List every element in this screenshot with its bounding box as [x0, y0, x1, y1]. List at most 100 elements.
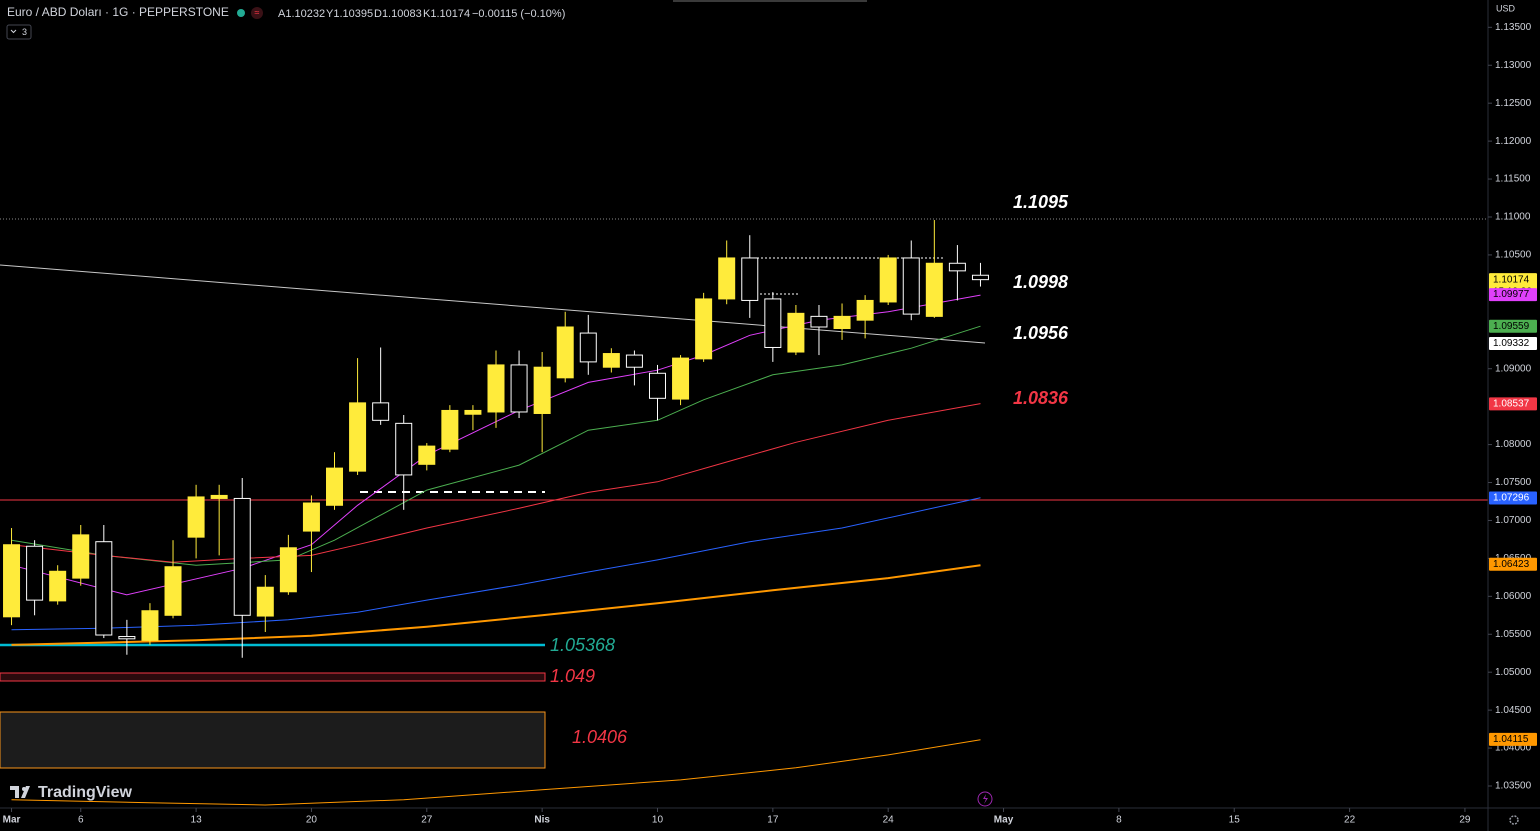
candle-body	[741, 257, 759, 301]
symbol-title: Euro / ABD Doları · 1G · PEPPERSTONE	[7, 5, 229, 19]
lightning-icon	[983, 794, 988, 804]
price-badge-label: 1.04115	[1493, 734, 1529, 745]
annotation: 1.0836	[1013, 388, 1069, 408]
candle-body	[164, 566, 182, 616]
candle-body	[879, 257, 897, 303]
status-icon: ≈	[255, 7, 260, 17]
logo-text: TradingView	[38, 784, 133, 801]
logo-mark	[22, 787, 26, 791]
candle-body	[510, 364, 528, 413]
ma-line	[11, 564, 981, 646]
x-tick-label: 29	[1459, 815, 1471, 826]
candle-body	[833, 315, 851, 330]
lightning-icon[interactable]	[977, 791, 993, 807]
x-tick-label: 17	[767, 815, 779, 826]
trend-line	[0, 264, 986, 344]
candle-body	[302, 502, 320, 532]
y-tick-label: 1.09000	[1495, 363, 1532, 374]
candle-body	[810, 315, 828, 328]
x-tick-label: 20	[306, 815, 318, 826]
x-tick-label: 24	[883, 815, 895, 826]
candle-body	[971, 274, 989, 281]
candle-body	[556, 326, 574, 379]
y-tick-label: 1.06000	[1495, 591, 1532, 602]
price-badge	[1489, 397, 1537, 411]
candle-body	[464, 409, 482, 415]
candle-body	[764, 298, 782, 348]
annotation: 1.0956	[1013, 323, 1069, 343]
y-tick-label: 1.12500	[1495, 98, 1532, 109]
price-badge-label: 1.07296	[1493, 493, 1530, 504]
y-tick-label: 1.07000	[1495, 515, 1532, 526]
candle-body	[625, 354, 643, 368]
candle-body	[648, 372, 666, 399]
candle-body	[602, 353, 620, 368]
x-tick-label: 13	[191, 815, 203, 826]
candle-body	[118, 636, 136, 640]
candle-body	[326, 467, 344, 506]
candle-body	[672, 357, 690, 400]
candle-body	[72, 534, 90, 579]
zone-box	[0, 711, 546, 769]
y-tick-label: 1.03500	[1495, 781, 1532, 792]
candle-body	[26, 545, 44, 601]
logo: TradingView	[10, 784, 133, 801]
y-tick-label: 1.12000	[1495, 136, 1532, 147]
price-badge-label: 1.09977	[1493, 289, 1530, 300]
y-tick-label: 1.13000	[1495, 60, 1532, 71]
price-badge	[1489, 337, 1537, 351]
price-badge-label: 1.09332	[1493, 338, 1530, 349]
candle-body	[372, 402, 390, 421]
ma-line	[11, 294, 981, 596]
ohlc-change: −0.00115 (−0.10%)	[472, 8, 565, 20]
candle-body	[210, 494, 228, 499]
currency[interactable]: USD	[1496, 3, 1516, 13]
ohlc-open: A1.10232	[278, 8, 325, 20]
candle-body	[395, 422, 413, 476]
candle-body	[418, 445, 436, 465]
price-badge-label: 1.06423	[1493, 559, 1530, 570]
ma-line	[11, 497, 981, 631]
price-badge	[1489, 557, 1537, 571]
price-badge-label: 1.09559	[1493, 321, 1530, 332]
x-tick-label: 6	[78, 815, 84, 826]
candle-body	[487, 364, 505, 413]
y-tick-label: 1.10500	[1495, 250, 1532, 261]
x-tick-label: 8	[1116, 815, 1122, 826]
x-tick-label: Mar	[3, 815, 21, 826]
x-tick-label: 10	[652, 815, 664, 826]
price-badge	[1489, 491, 1537, 505]
price-badge	[1489, 288, 1537, 302]
ma-line	[11, 403, 981, 563]
candle-body	[95, 541, 113, 636]
ohlc-close: K1.10174	[423, 8, 470, 20]
y-tick-label: 1.07500	[1495, 477, 1532, 488]
zone-box	[0, 672, 546, 682]
y-tick-label: 1.04500	[1495, 705, 1532, 716]
candle-body	[902, 257, 920, 315]
chevron	[10, 29, 17, 34]
ohlc-low: D1.10083	[374, 8, 422, 20]
candle-body	[233, 497, 251, 616]
price-badge	[1489, 319, 1537, 333]
candle-body	[948, 262, 966, 272]
candle-body	[279, 547, 297, 593]
status-icon	[251, 7, 263, 19]
annotation: 1.049	[550, 666, 595, 686]
x-tick-label: Nis	[534, 815, 550, 826]
x-tick-label: 15	[1229, 815, 1241, 826]
x-tick-label: 27	[421, 815, 433, 826]
annotation: 1.0998	[1013, 272, 1068, 292]
plot-area	[0, 218, 1488, 806]
y-tick-label: 1.11000	[1495, 212, 1531, 223]
candle-body	[49, 570, 67, 602]
candle-body	[579, 332, 597, 363]
status-dot	[237, 9, 245, 17]
indicator-toggle[interactable]	[6, 24, 32, 40]
candle-body	[695, 298, 713, 360]
settings-icon[interactable]	[1509, 815, 1519, 825]
candle-body	[856, 299, 874, 321]
